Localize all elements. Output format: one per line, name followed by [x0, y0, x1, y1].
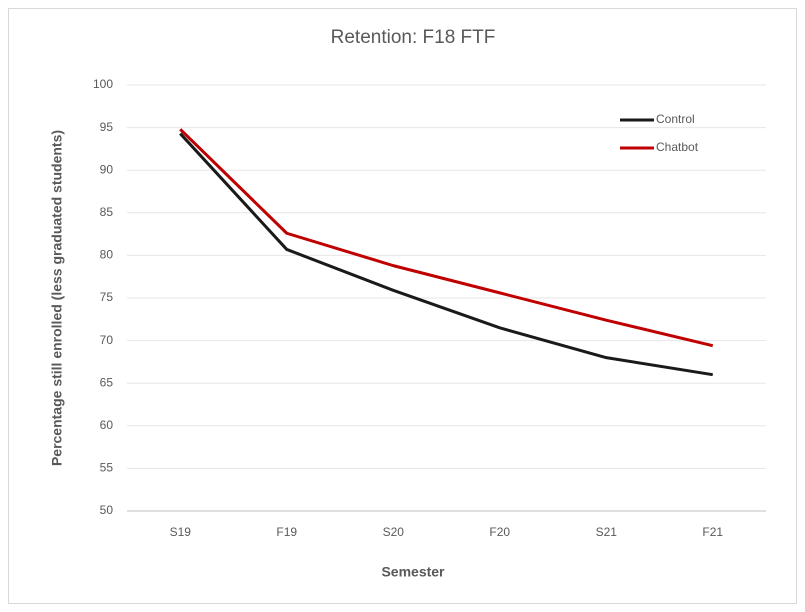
line: [179, 128, 714, 348]
legend-label: Chatbot: [656, 140, 699, 154]
x-tick-label: F21: [702, 525, 723, 539]
y-tick-label: 60: [100, 418, 114, 432]
x-tick-label: S21: [596, 525, 618, 539]
x-tick-label: S20: [383, 525, 405, 539]
y-tick-label: 95: [100, 120, 114, 134]
y-tick-label: 85: [100, 205, 114, 219]
x-tick-label: F19: [276, 525, 297, 539]
y-tick-label: 50: [100, 503, 114, 517]
y-tick-label: 70: [100, 333, 114, 347]
y-tick-label: 90: [100, 162, 114, 176]
x-axis-title: Semester: [381, 564, 445, 580]
x-tick-label: S19: [170, 525, 192, 539]
chart-border: [8, 8, 797, 604]
line: [179, 132, 713, 377]
chart-title: Retention: F18 FTF: [331, 27, 496, 48]
y-tick-label: 55: [100, 461, 114, 475]
legend-label: Control: [656, 112, 695, 126]
y-tick-label: 65: [100, 375, 114, 389]
y-tick-label: 80: [100, 248, 114, 262]
x-tick-label: F20: [489, 525, 510, 539]
y-axis-title: Percentage still enrolled (less graduate…: [49, 130, 65, 466]
y-tick-label: 75: [100, 290, 114, 304]
y-tick-label: 100: [93, 77, 113, 91]
